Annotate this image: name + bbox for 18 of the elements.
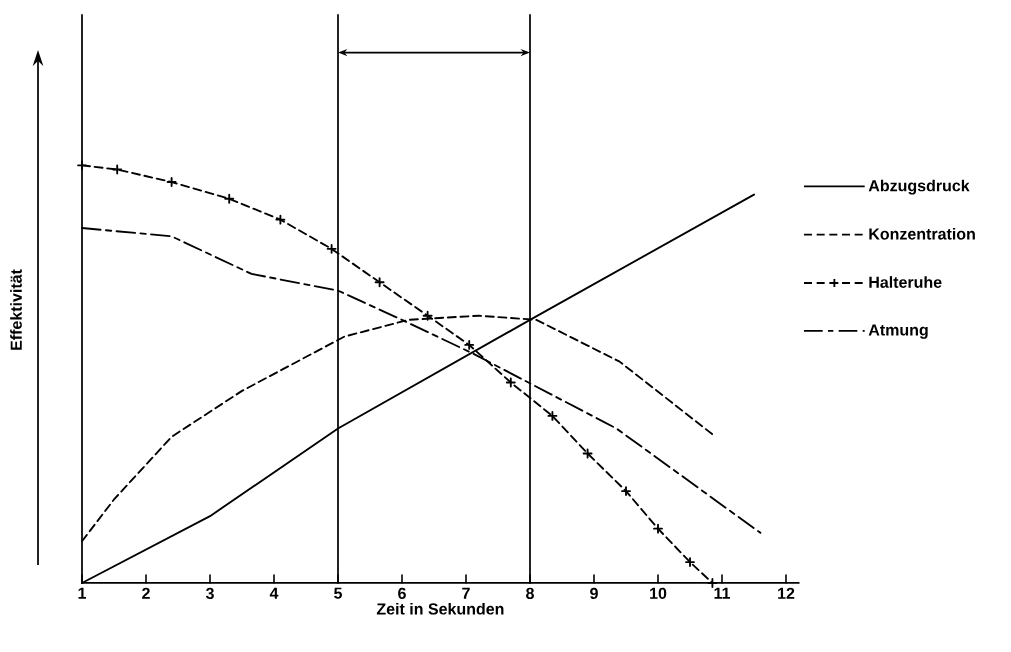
x-tick-label: 9 — [590, 587, 598, 600]
legend-label: Abzugsdruck — [868, 179, 970, 195]
x-tick-label: 7 — [462, 587, 470, 599]
x-tick-label: 6 — [398, 587, 406, 600]
x-tick-label: 4 — [269, 587, 279, 599]
legend-label: Atmung — [868, 324, 928, 339]
x-tick-label: 1 — [78, 587, 87, 599]
legend-label: Halteruhe — [869, 276, 942, 288]
x-tick-label: 10 — [650, 587, 667, 600]
x-tick-label: 12 — [778, 587, 795, 599]
x-tick-label: 8 — [526, 587, 534, 600]
x-tick-label: 11 — [714, 587, 731, 599]
x-tick-label: 2 — [142, 587, 150, 599]
x-tick-label: 3 — [205, 587, 214, 600]
y-axis-title: Effektivität — [10, 269, 22, 350]
x-tick-label: 5 — [334, 587, 342, 599]
legend-label: Konzentration — [869, 227, 975, 240]
x-axis-title: Zeit in Sekunden — [376, 602, 504, 615]
